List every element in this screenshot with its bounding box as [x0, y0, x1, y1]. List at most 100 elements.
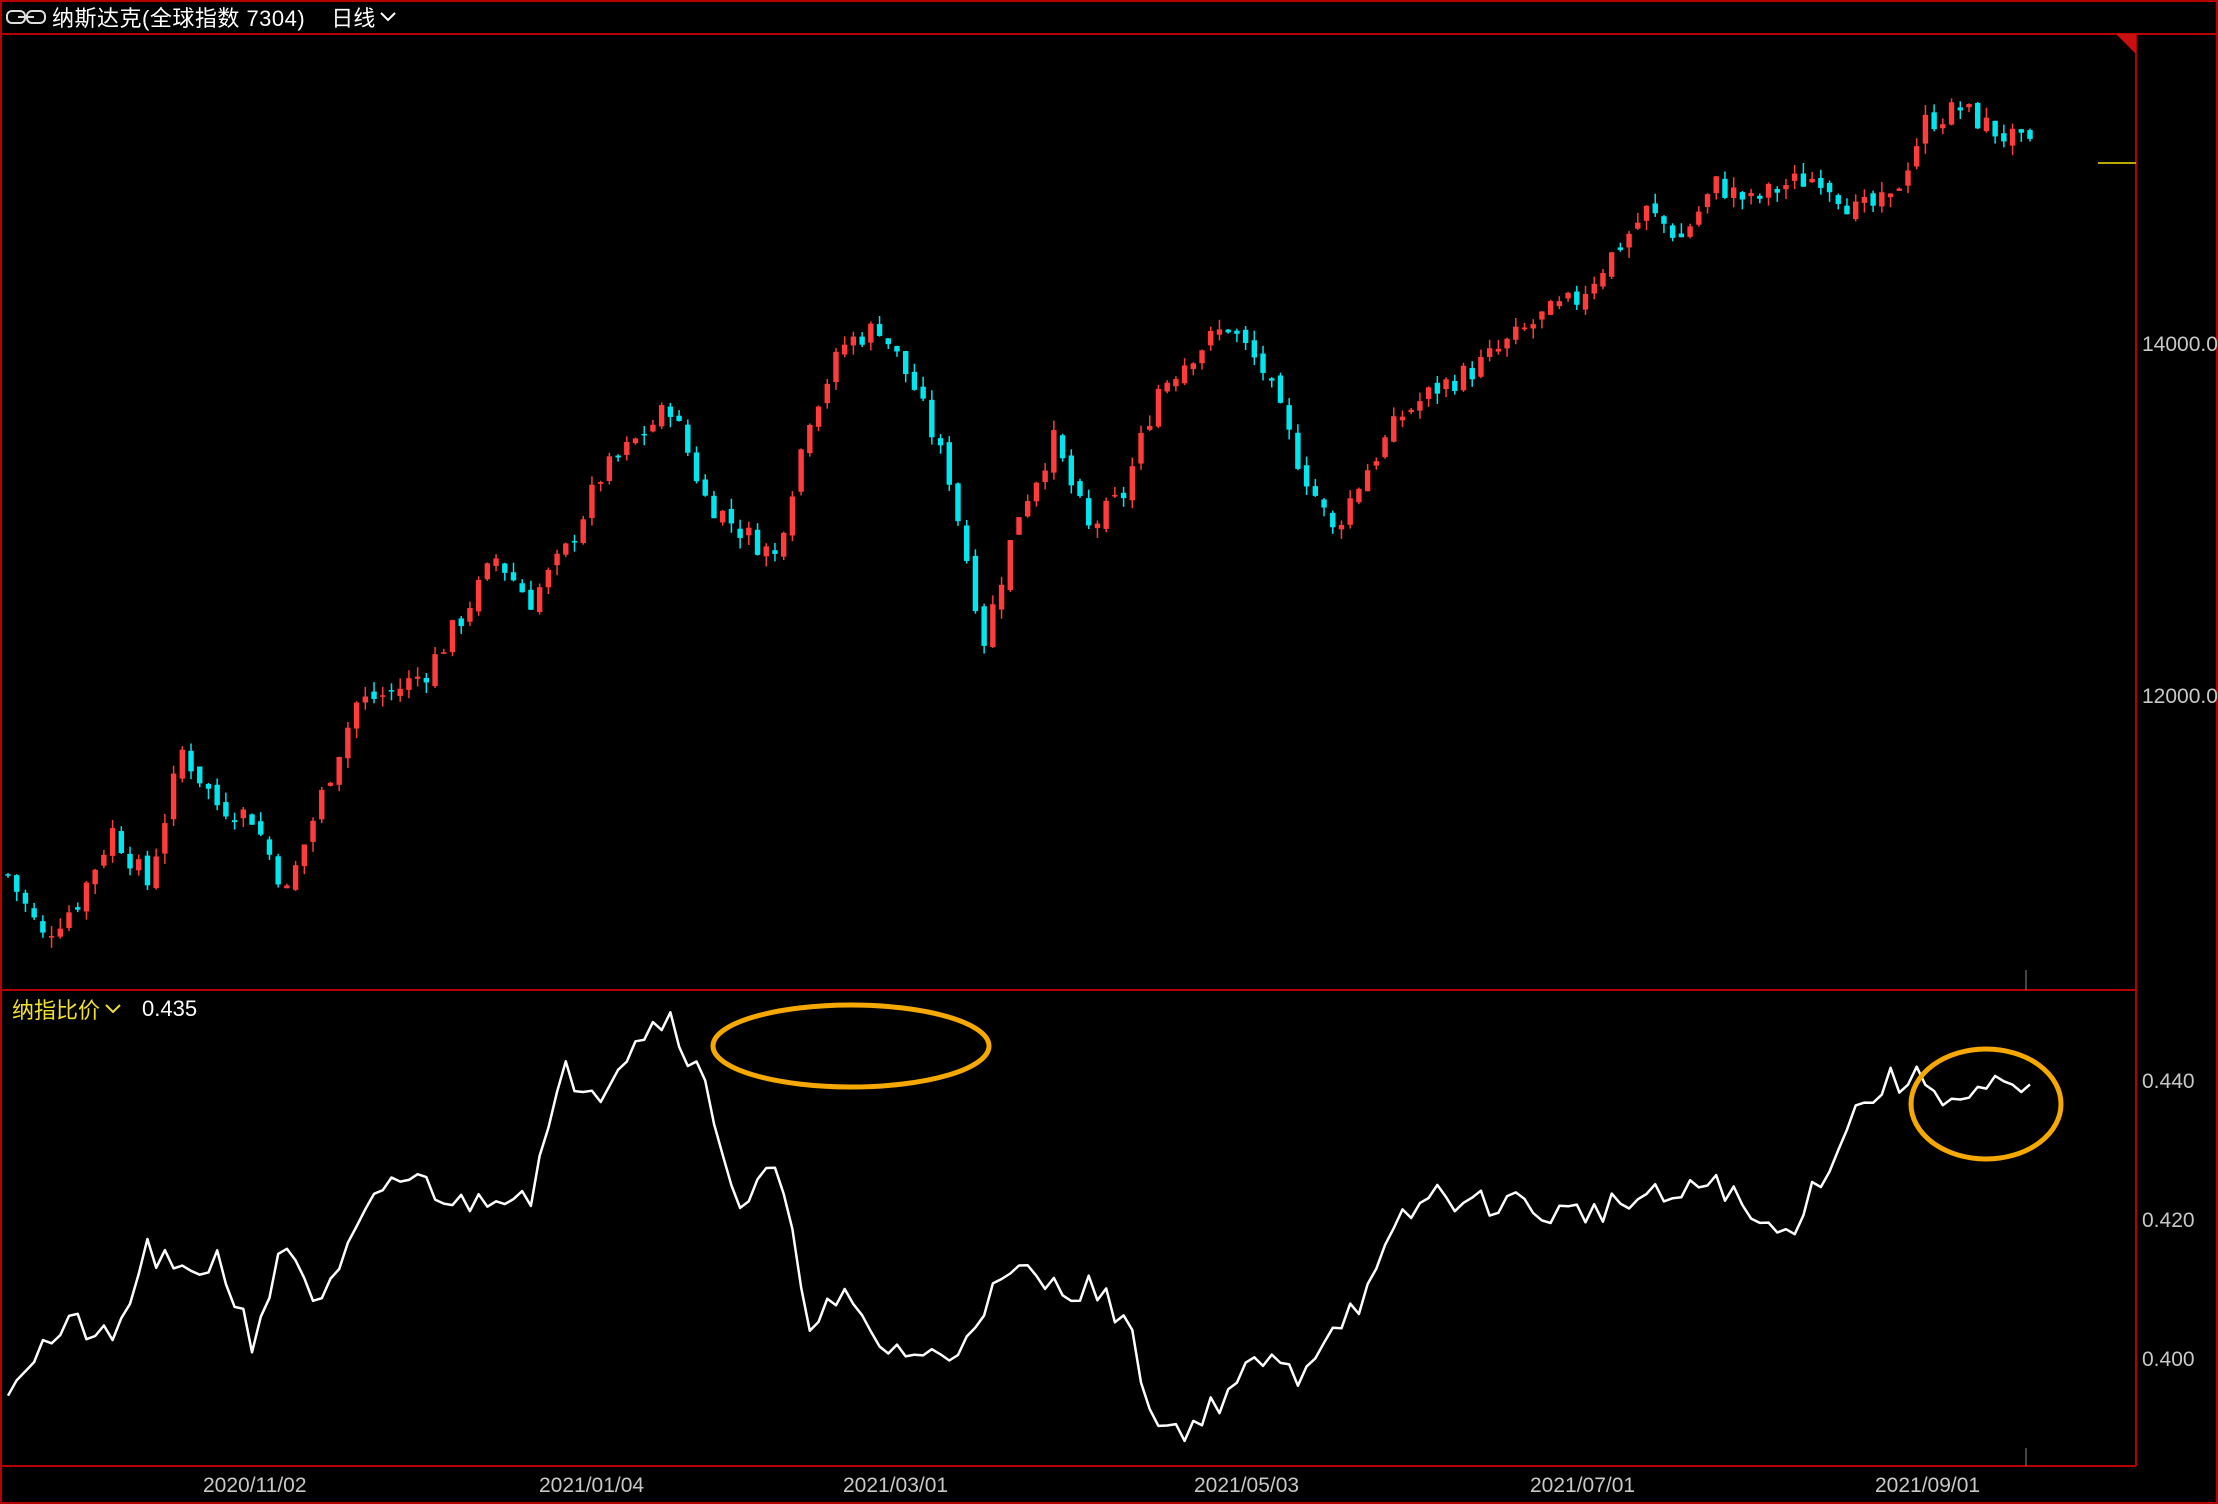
- candle-body: [48, 936, 55, 938]
- candle-body: [1025, 501, 1031, 517]
- candle-body: [528, 589, 534, 610]
- candle-body: [1791, 173, 1798, 181]
- candle-body: [1600, 272, 1606, 287]
- candle-body: [1242, 329, 1249, 343]
- candle-body: [1809, 178, 1815, 183]
- candle-body: [397, 688, 403, 696]
- indicator-selector[interactable]: 纳指比价: [12, 993, 122, 1025]
- candle-body: [824, 383, 830, 404]
- candle-body: [536, 587, 543, 613]
- candle-body: [632, 438, 639, 444]
- candle-body: [1913, 146, 1920, 167]
- candle-body: [1373, 461, 1380, 466]
- candle-body: [1391, 416, 1397, 442]
- candle-body: [1966, 104, 1972, 108]
- candle-body: [275, 856, 281, 885]
- candle-body: [188, 750, 194, 772]
- candle-body: [580, 519, 586, 543]
- candle-body: [990, 604, 996, 647]
- candle-body: [1181, 365, 1188, 384]
- candle-body: [1434, 382, 1441, 394]
- chart-header: 纳斯达克(全球指数 7304) 日线: [0, 0, 397, 34]
- period-label: 日线: [331, 6, 376, 31]
- candle-body: [22, 892, 29, 904]
- candle-body: [693, 452, 700, 482]
- candle-body: [249, 814, 255, 825]
- candle-body: [240, 809, 247, 819]
- candle-body: [449, 620, 456, 653]
- candle-body: [336, 757, 342, 785]
- candle-body: [1295, 432, 1301, 469]
- candle-body: [597, 482, 604, 484]
- date-tick-label: 2021/01/04: [539, 1474, 645, 1497]
- candle-body: [1922, 114, 1929, 144]
- candle-body: [946, 442, 952, 485]
- candle-body: [1565, 292, 1571, 299]
- corner-marker: [2116, 34, 2136, 54]
- period-selector[interactable]: 日线: [331, 1, 397, 33]
- candle-body: [719, 510, 726, 523]
- date-tick-label: 2020/11/02: [203, 1474, 307, 1497]
- candle-body: [1879, 192, 1885, 207]
- candle-body: [1425, 387, 1432, 400]
- candle-body: [57, 928, 63, 937]
- candle-body: [170, 773, 177, 820]
- candle-body: [920, 386, 926, 399]
- candle-body: [2001, 133, 2007, 142]
- candle-body: [972, 555, 979, 612]
- chain-link-icon[interactable]: [6, 7, 46, 27]
- candle-body: [1486, 348, 1493, 357]
- candle-body: [1591, 283, 1597, 294]
- candle-body: [1495, 348, 1502, 352]
- candle-body: [815, 406, 822, 427]
- chart-annotations: [710, 970, 2064, 1466]
- symbol-title[interactable]: 纳斯达克(全球指数 7304): [52, 6, 306, 31]
- candle-body: [1504, 338, 1510, 349]
- candle-body: [127, 853, 133, 869]
- candle-body: [728, 508, 735, 524]
- candle-body: [1277, 375, 1284, 403]
- candle-body: [754, 529, 761, 555]
- candle-body: [327, 782, 334, 786]
- candle-body: [1643, 205, 1650, 221]
- candle-body: [214, 784, 220, 806]
- candle-body: [432, 654, 438, 687]
- candle-body: [1399, 416, 1406, 421]
- candle-body: [641, 433, 647, 436]
- candle-body: [1521, 327, 1528, 330]
- candle-body: [284, 885, 290, 889]
- ratio-line-series: [6, 1011, 2031, 1443]
- candle-body: [1338, 524, 1345, 530]
- candle-body: [292, 865, 299, 890]
- candle-body: [1905, 170, 1911, 186]
- indicator-name: 纳指比价: [12, 998, 101, 1023]
- candle-body: [1826, 182, 1833, 193]
- candle-body: [1164, 382, 1170, 392]
- candle-body: [1704, 194, 1711, 207]
- candle-body: [1443, 379, 1449, 390]
- candle-body: [1835, 195, 1841, 204]
- candle-body: [484, 563, 491, 580]
- candle-body: [1931, 112, 1937, 130]
- candle-body: [859, 336, 865, 345]
- candle-body: [1678, 233, 1685, 238]
- candle-body: [1199, 350, 1205, 364]
- candle-body: [1303, 465, 1310, 487]
- candle-body: [75, 907, 81, 910]
- candle-body: [746, 527, 752, 536]
- chevron-down-icon: [105, 1004, 121, 1014]
- candle-body: [624, 441, 630, 455]
- ratio-tick-label: 0.440: [2142, 1070, 2195, 1093]
- candle-body: [1652, 203, 1658, 214]
- candle-body: [571, 541, 578, 543]
- candle-body: [1861, 196, 1868, 203]
- date-tick-label: 2021/07/01: [1530, 1474, 1636, 1497]
- candle-body: [223, 802, 229, 817]
- candle-body: [1051, 430, 1057, 473]
- candle-body: [1722, 178, 1728, 198]
- candle-body: [807, 424, 813, 454]
- candle-body: [353, 702, 360, 729]
- candle-body: [1948, 102, 1955, 125]
- candle-body: [1042, 470, 1048, 483]
